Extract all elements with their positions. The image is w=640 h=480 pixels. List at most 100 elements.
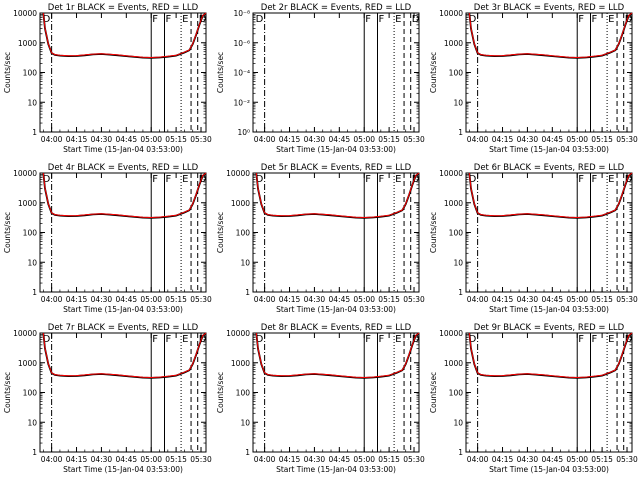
x-tick-label: 04:30 [304, 135, 326, 144]
y-axis-label: Counts/sec [3, 212, 12, 253]
chart-title: Det 2r BLACK = Events, RED = LLD [261, 3, 412, 13]
x-tick-label: 04:45 [329, 135, 351, 144]
x-tick-label: 04:00 [41, 455, 63, 464]
event-marker-label: F [379, 334, 385, 345]
y-axis-label: Counts/sec [216, 212, 225, 253]
x-tick-label: 05:30 [190, 295, 212, 304]
event-marker-label: D [469, 174, 477, 185]
x-tick-label: 04:30 [91, 295, 113, 304]
event-marker-label: F [592, 14, 598, 25]
x-tick-label: 04:30 [304, 455, 326, 464]
detector-chart-1: Det 1r BLACK = Events, RED = LLD 1 10 100 10… [3, 3, 212, 154]
event-marker-label: F [578, 14, 584, 25]
x-tick-label: 04:15 [66, 135, 88, 144]
y-tick-label: 10⁻⁶ [233, 39, 250, 48]
y-tick-label: 10⁻⁸ [233, 9, 250, 18]
y-axis-label: Counts/sec [429, 372, 438, 413]
x-tick-label: 04:15 [492, 135, 514, 144]
event-marker-label: F [578, 334, 584, 345]
event-marker-label: F [592, 174, 598, 185]
y-tick-label: 1 [458, 128, 463, 137]
series-line-lld [42, 12, 207, 59]
series-line-lld [468, 332, 633, 379]
x-tick-label: 04:45 [329, 455, 351, 464]
y-tick-label: 10⁻² [233, 98, 250, 107]
y-tick-label: 1000 [231, 199, 250, 208]
x-tick-label: 05:00 [353, 295, 375, 304]
x-tick-label: 04:00 [467, 135, 489, 144]
x-tick-label: 05:30 [403, 295, 425, 304]
event-marker-label: E [395, 14, 401, 25]
event-marker-label: E [608, 334, 614, 345]
x-tick-label: 04:00 [254, 135, 276, 144]
y-tick-label: 1000 [444, 359, 463, 368]
y-axis-label: Counts/sec [216, 52, 225, 93]
y-tick-label: 10 [240, 418, 250, 427]
x-tick-label: 05:30 [403, 135, 425, 144]
x-tick-label: 05:30 [616, 135, 638, 144]
series-line-lld [468, 12, 633, 59]
chart-title: Det 6r BLACK = Events, RED = LLD [474, 163, 625, 173]
y-axis-label: Counts/sec [3, 52, 12, 93]
y-tick-label: 10⁻⁴ [233, 69, 250, 78]
event-marker-label: E [395, 174, 401, 185]
detector-chart-3: Det 3r BLACK = Events, RED = LLD 1 10 100 10… [429, 3, 638, 154]
series-line-lld [255, 332, 420, 379]
x-tick-label: 05:15 [378, 135, 400, 144]
x-tick-label: 04:45 [116, 135, 138, 144]
x-tick-label: 04:30 [517, 295, 539, 304]
x-tick-label: 05:15 [165, 455, 187, 464]
y-tick-label: 10 [453, 418, 463, 427]
x-tick-label: 04:45 [542, 135, 564, 144]
y-axis-label: Counts/sec [216, 372, 225, 413]
x-tick-label: 04:45 [116, 455, 138, 464]
event-marker-label: F [578, 174, 584, 185]
detector-chart-9: Det 9r BLACK = Events, RED = LLD 1 10 100 10… [429, 323, 638, 474]
event-marker-label: D [412, 14, 420, 25]
x-tick-label: 04:45 [542, 455, 564, 464]
plot-frame [465, 12, 633, 133]
x-tick-label: 04:00 [467, 455, 489, 464]
event-marker-label: F [592, 334, 598, 345]
x-tick-label: 04:00 [41, 295, 63, 304]
y-tick-label: 100 [236, 229, 251, 238]
event-marker-label: D [256, 174, 264, 185]
plot-frame [252, 172, 420, 293]
x-tick-label: 05:00 [566, 135, 588, 144]
event-marker-label: D [412, 174, 420, 185]
detector-chart-4: Det 4r BLACK = Events, RED = LLD 1 10 100 10… [3, 163, 212, 314]
chart-title: Det 7r BLACK = Events, RED = LLD [48, 323, 199, 333]
event-marker-label: F [379, 14, 385, 25]
plot-frame [252, 12, 420, 133]
x-axis-label: Start Time (15-Jan-04 03:53:00) [276, 145, 396, 154]
series-line-lld [468, 172, 633, 219]
detector-chart-2: Det 2r BLACK = Events, RED = LLD 10⁰ 10⁻² 1… [216, 3, 425, 154]
chart-title: Det 3r BLACK = Events, RED = LLD [474, 3, 625, 13]
x-axis-label: Start Time (15-Jan-04 03:53:00) [489, 465, 609, 474]
event-marker-label: F [365, 334, 371, 345]
detector-chart-7: Det 7r BLACK = Events, RED = LLD 1 10 100 10… [3, 323, 212, 474]
event-marker-label: F [152, 334, 158, 345]
detector-chart-8: Det 8r BLACK = Events, RED = LLD 1 10 100 10… [216, 323, 425, 474]
event-marker-label: D [43, 174, 51, 185]
y-tick-label: 1000 [231, 359, 250, 368]
y-tick-label: 1 [32, 448, 37, 457]
x-tick-label: 05:30 [616, 295, 638, 304]
y-tick-label: 10000 [439, 329, 463, 338]
y-tick-label: 1 [458, 448, 463, 457]
y-axis-label: Counts/sec [429, 52, 438, 93]
event-marker-label: D [256, 334, 264, 345]
x-tick-label: 04:30 [517, 135, 539, 144]
series-line-lld [42, 332, 207, 379]
x-tick-label: 05:15 [165, 295, 187, 304]
y-tick-label: 10000 [13, 9, 37, 18]
y-tick-label: 10000 [13, 169, 37, 178]
x-tick-label: 04:00 [254, 295, 276, 304]
y-tick-label: 100 [23, 389, 38, 398]
event-marker-label: E [608, 174, 614, 185]
x-tick-label: 04:00 [41, 135, 63, 144]
plot-frame [39, 172, 207, 293]
y-tick-label: 10 [27, 258, 37, 267]
event-marker-label: F [365, 174, 371, 185]
